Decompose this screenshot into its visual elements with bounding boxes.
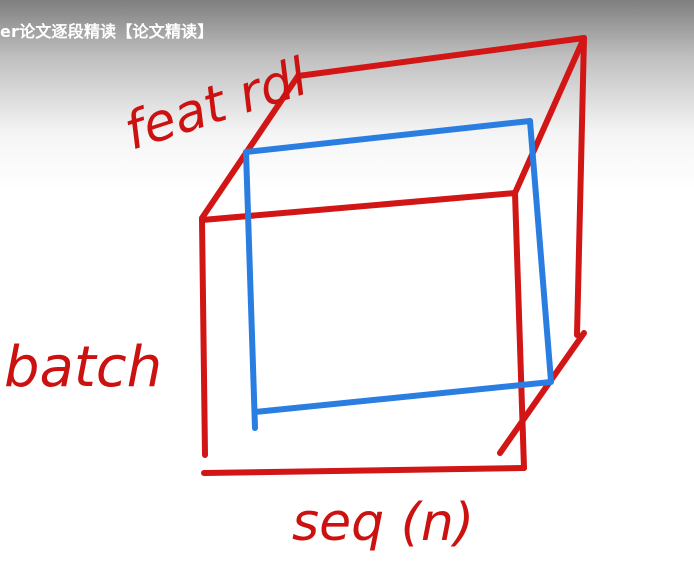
blue-slice (243, 118, 554, 431)
video-title: er论文逐段精读【论文精读】 (0, 22, 214, 41)
bottom-right-depth-edge (497, 330, 587, 456)
top-left-depth-edge (199, 73, 301, 221)
cube-depth-edges (199, 35, 587, 456)
top-back-edge (295, 35, 587, 79)
cube-front-face (199, 190, 527, 476)
sequence-label: seq (n) (292, 493, 474, 553)
back-right-edge (574, 35, 587, 338)
top-right-depth-edge (512, 35, 587, 196)
batch-label: batch (4, 335, 162, 400)
